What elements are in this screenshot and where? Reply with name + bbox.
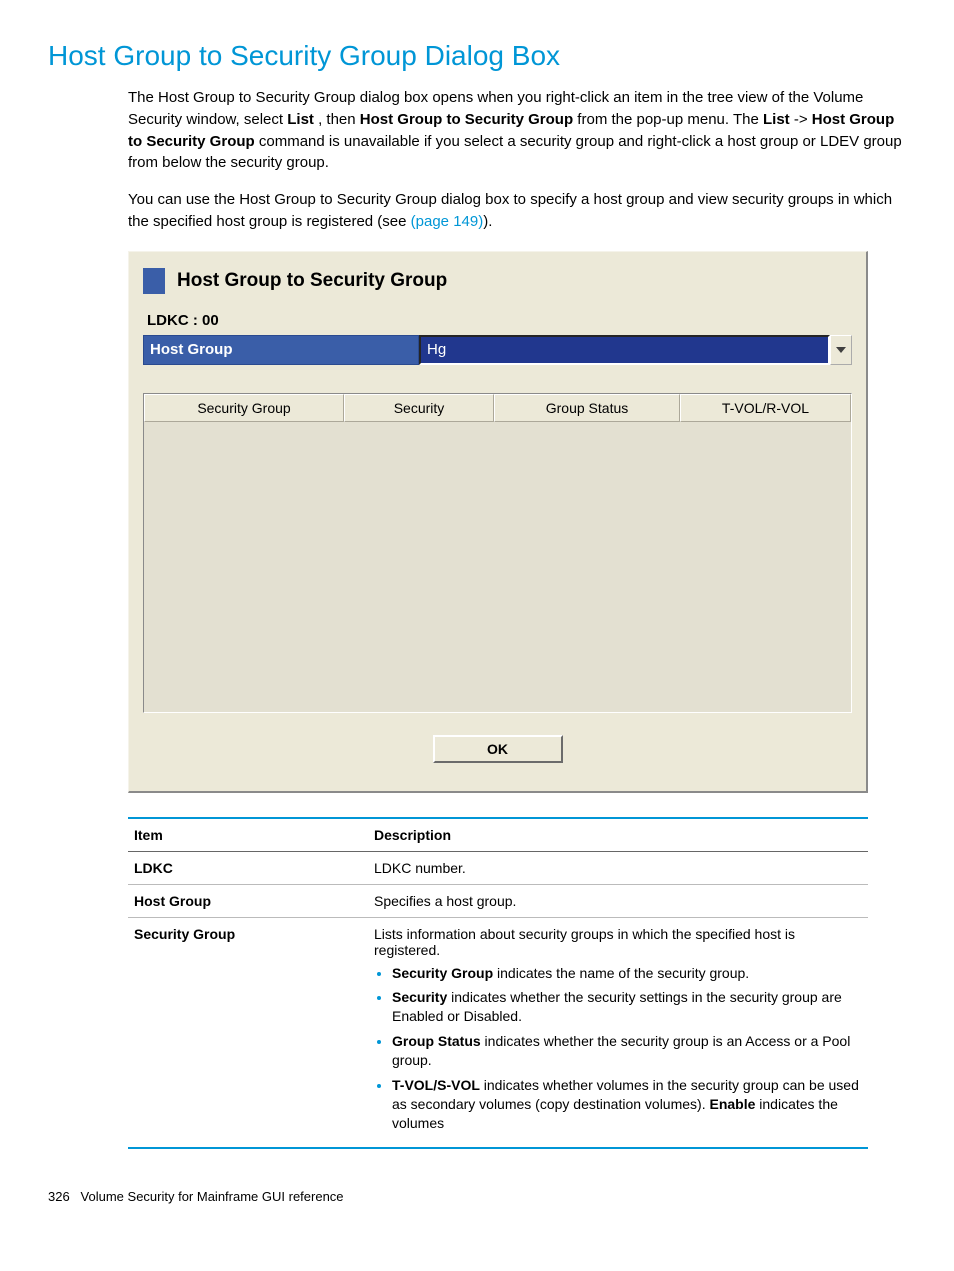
grid-body: [144, 422, 851, 712]
table-desc: Lists information about security groups …: [368, 917, 868, 1148]
text-bold: List: [287, 111, 314, 128]
list-item: Security Group indicates the name of the…: [392, 964, 862, 983]
text-bold: Group Status: [392, 1033, 481, 1049]
page-footer: 326 Volume Security for Mainframe GUI re…: [48, 1189, 906, 1204]
text-bold: Security: [392, 989, 447, 1005]
table-header-item: Item: [128, 818, 368, 852]
text: Lists information about security groups …: [374, 926, 795, 958]
dialog-box: Host Group to Security Group LDKC : 00 H…: [128, 251, 868, 793]
list-item: Security indicates whether the security …: [392, 988, 862, 1026]
button-row: OK: [143, 735, 852, 763]
column-header-security[interactable]: Security: [344, 394, 494, 422]
column-header-group-status[interactable]: Group Status: [494, 394, 680, 422]
hostgroup-row: Host Group Hg: [143, 335, 852, 365]
ok-button[interactable]: OK: [433, 735, 563, 763]
grid-header-row: Security Group Security Group Status T-V…: [144, 394, 851, 422]
text: from the pop-up menu. The: [573, 111, 763, 128]
table-desc: LDKC number.: [368, 851, 868, 884]
table-desc: Specifies a host group.: [368, 884, 868, 917]
table-item: Host Group: [128, 884, 368, 917]
hostgroup-select[interactable]: Hg: [419, 335, 852, 365]
page-number: 326: [48, 1189, 70, 1204]
ldkc-label: LDKC : 00: [143, 308, 852, 335]
table-header-row: Item Description: [128, 818, 868, 852]
table-row: Host Group Specifies a host group.: [128, 884, 868, 917]
text-bold: Enable: [709, 1096, 755, 1112]
security-group-grid[interactable]: Security Group Security Group Status T-V…: [143, 393, 852, 713]
title-square-icon: [143, 268, 165, 294]
text-bold: List: [763, 111, 790, 128]
dialog-titlebar: Host Group to Security Group: [143, 266, 852, 308]
hostgroup-label: Host Group: [143, 335, 419, 365]
table-row: LDKC LDKC number.: [128, 851, 868, 884]
intro-paragraph-2: You can use the Host Group to Security G…: [128, 189, 906, 233]
text: ->: [790, 111, 812, 128]
table-row: Security Group Lists information about s…: [128, 917, 868, 1148]
list-item: T-VOL/S-VOL indicates whether volumes in…: [392, 1076, 862, 1133]
chapter-title: Volume Security for Mainframe GUI refere…: [81, 1189, 344, 1204]
text-bold: Security Group: [392, 965, 493, 981]
column-header-security-group[interactable]: Security Group: [144, 394, 344, 422]
page-link[interactable]: (page 149): [411, 213, 484, 230]
dropdown-button[interactable]: [830, 335, 852, 365]
table-item: Security Group: [128, 917, 368, 1148]
hostgroup-select-value: Hg: [425, 337, 828, 363]
column-header-tvol-rvol[interactable]: T-VOL/R-VOL: [680, 394, 851, 422]
text: indicates the name of the security group…: [493, 965, 749, 981]
section-title: Host Group to Security Group Dialog Box: [48, 40, 906, 72]
text: ).: [483, 213, 492, 230]
text: , then: [314, 111, 360, 128]
bullet-list: Security Group indicates the name of the…: [374, 964, 862, 1133]
text: indicates whether the security settings …: [392, 989, 842, 1024]
description-table: Item Description LDKC LDKC number. Host …: [128, 817, 868, 1149]
list-item: Group Status indicates whether the secur…: [392, 1032, 862, 1070]
table-item: LDKC: [128, 851, 368, 884]
text: You can use the Host Group to Security G…: [128, 191, 892, 230]
dialog-title: Host Group to Security Group: [177, 270, 447, 292]
text-bold: Host Group to Security Group: [360, 111, 573, 128]
table-header-description: Description: [368, 818, 868, 852]
intro-paragraph-1: The Host Group to Security Group dialog …: [128, 87, 906, 174]
hostgroup-select-input[interactable]: Hg: [419, 335, 830, 365]
chevron-down-icon: [836, 347, 846, 353]
text-bold: T-VOL/S-VOL: [392, 1077, 480, 1093]
